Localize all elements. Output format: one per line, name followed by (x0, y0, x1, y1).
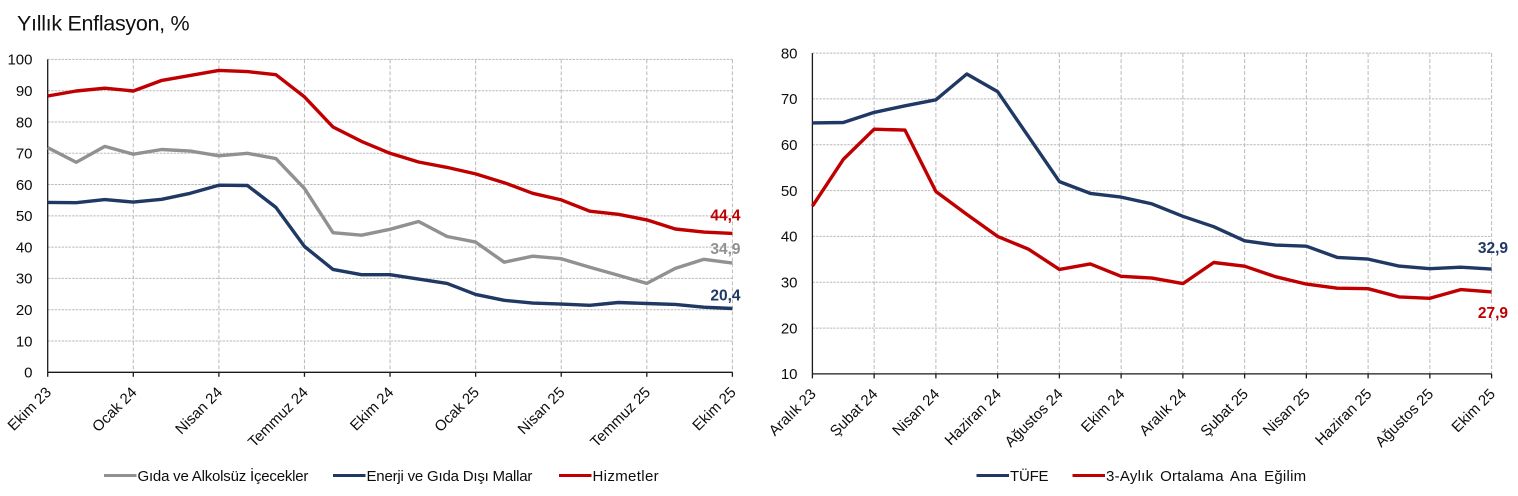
svg-text:Nisan 25: Nisan 25 (1260, 386, 1314, 440)
svg-text:20: 20 (16, 302, 33, 319)
svg-text:27,9: 27,9 (1478, 305, 1509, 322)
svg-text:50: 50 (16, 208, 33, 225)
svg-text:Şubat 24: Şubat 24 (827, 386, 881, 440)
svg-text:90: 90 (16, 83, 33, 100)
svg-text:Aralık 24: Aralık 24 (1136, 386, 1190, 440)
svg-text:60: 60 (781, 137, 798, 154)
svg-text:20,4: 20,4 (710, 288, 741, 305)
svg-text:Haziran 25: Haziran 25 (1312, 386, 1375, 449)
svg-text:Ekim 25: Ekim 25 (1448, 386, 1498, 436)
svg-text:Ekim 24: Ekim 24 (347, 384, 397, 434)
svg-text:Hizmetler: Hizmetler (593, 468, 660, 485)
svg-text:34,9: 34,9 (710, 241, 741, 258)
svg-text:TÜFE: TÜFE (1010, 467, 1049, 485)
svg-text:40: 40 (781, 229, 798, 246)
svg-text:Ocak 25: Ocak 25 (431, 384, 483, 436)
svg-text:Temmuz 25: Temmuz 25 (587, 384, 654, 451)
svg-text:30: 30 (16, 271, 33, 288)
svg-text:Enerji ve Gıda Dışı Mallar: Enerji ve Gıda Dışı Mallar (367, 468, 533, 485)
svg-text:Yıllık Enflasyon, %: Yıllık Enflasyon, % (17, 12, 190, 36)
svg-text:3-Aylık Ortalama Ana Eğilim: 3-Aylık Ortalama Ana Eğilim (1106, 468, 1306, 485)
svg-text:Nisan 24: Nisan 24 (172, 384, 226, 438)
svg-text:100: 100 (7, 52, 32, 69)
svg-text:60: 60 (16, 177, 33, 194)
svg-text:Ekim 23: Ekim 23 (5, 384, 55, 434)
svg-text:70: 70 (781, 91, 798, 108)
svg-text:30: 30 (781, 275, 798, 292)
svg-text:0: 0 (24, 365, 32, 382)
svg-text:80: 80 (781, 45, 798, 62)
svg-text:Aralık 23: Aralık 23 (766, 386, 820, 440)
svg-text:44,4: 44,4 (710, 208, 741, 225)
svg-text:Ocak 24: Ocak 24 (89, 384, 141, 436)
svg-text:40: 40 (16, 239, 33, 256)
svg-text:Ekim 24: Ekim 24 (1078, 386, 1128, 436)
svg-text:32,9: 32,9 (1478, 240, 1509, 257)
svg-text:50: 50 (781, 183, 798, 200)
svg-text:Gıda ve Alkolsüz İçecekler: Gıda ve Alkolsüz İçecekler (138, 467, 309, 485)
svg-text:10: 10 (781, 366, 798, 383)
svg-text:10: 10 (16, 333, 33, 350)
svg-text:Ağustos 24: Ağustos 24 (1002, 386, 1067, 451)
svg-text:70: 70 (16, 146, 33, 163)
svg-text:Nisan 24: Nisan 24 (889, 386, 943, 440)
svg-text:Nisan 25: Nisan 25 (515, 384, 569, 438)
svg-text:Haziran 24: Haziran 24 (942, 386, 1005, 449)
svg-text:80: 80 (16, 114, 33, 131)
svg-text:Temmuz 24: Temmuz 24 (245, 384, 312, 451)
svg-text:Ağustos 25: Ağustos 25 (1372, 386, 1437, 451)
svg-text:Şubat 25: Şubat 25 (1197, 386, 1251, 440)
svg-text:Ekim 25: Ekim 25 (689, 384, 739, 434)
svg-text:20: 20 (781, 320, 798, 337)
